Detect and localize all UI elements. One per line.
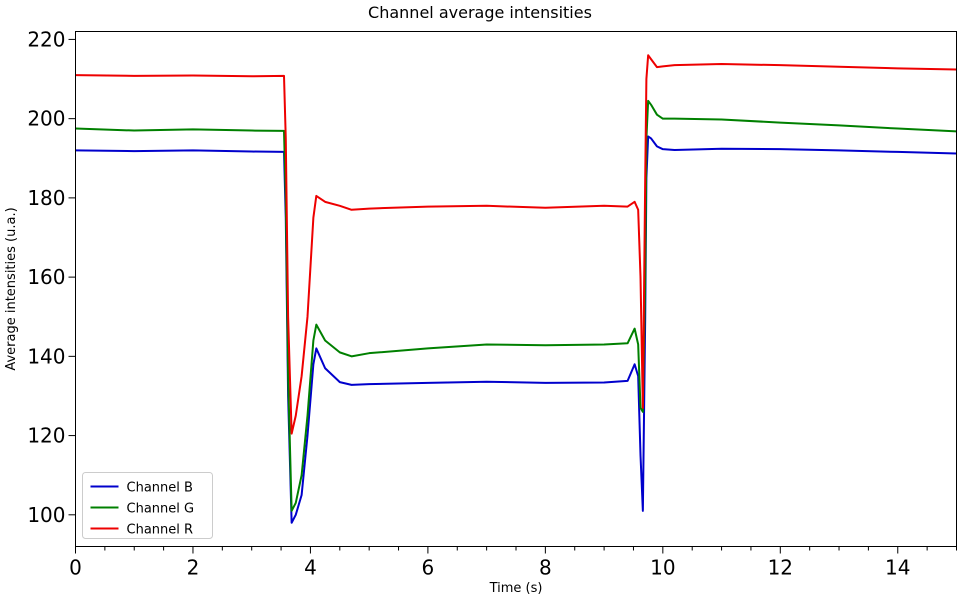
x-tick-label: 4 <box>304 556 317 580</box>
series-line-channel-g <box>75 99 957 512</box>
legend-entry: Channel B <box>127 481 193 496</box>
x-tick-label: 6 <box>422 556 435 580</box>
y-tick-label: 140 <box>27 344 65 368</box>
y-tick-label: 120 <box>27 424 65 448</box>
y-tick-label: 100 <box>27 503 65 527</box>
plot-frame <box>75 31 957 547</box>
y-tick-label: 180 <box>27 186 65 210</box>
x-tick-label: 12 <box>768 556 793 580</box>
legend-entry: Channel R <box>127 523 194 538</box>
x-tick-label: 0 <box>69 556 82 580</box>
series-line-channel-b <box>75 135 957 524</box>
y-tick-label: 200 <box>27 107 65 131</box>
series-line-channel-r <box>75 54 957 435</box>
legend-entry: Channel G <box>127 502 195 517</box>
x-tick-label: 14 <box>885 556 910 580</box>
x-tick-label: 2 <box>187 556 200 580</box>
x-tick-label: 8 <box>539 556 552 580</box>
legend <box>82 472 213 539</box>
y-tick-label: 160 <box>27 265 65 289</box>
x-axis-label: Time (s) <box>489 581 543 596</box>
y-axis-label: Average intensities (u.a.) <box>4 207 19 370</box>
x-tick-label: 10 <box>650 556 675 580</box>
y-tick-label: 220 <box>27 27 65 51</box>
chart-title: Channel average intensities <box>368 3 592 22</box>
